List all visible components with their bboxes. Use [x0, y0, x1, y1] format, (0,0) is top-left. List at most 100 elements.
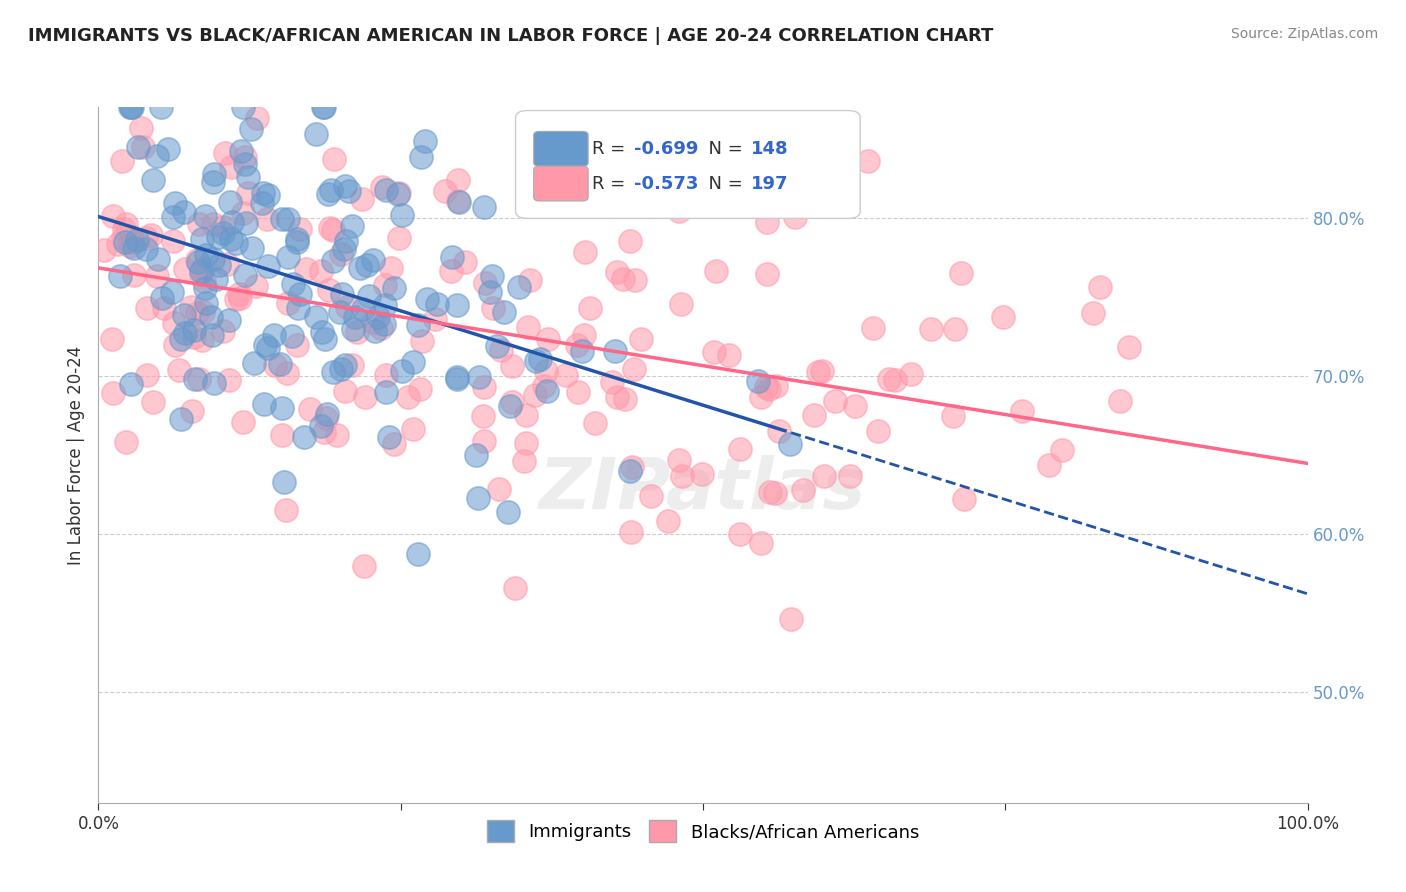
- Point: [232, 100, 254, 114]
- Point: [194, 296, 217, 310]
- Point: [257, 187, 280, 202]
- Point: [758, 382, 780, 396]
- Point: [271, 211, 294, 226]
- Point: [193, 274, 215, 288]
- Point: [280, 329, 302, 343]
- Point: [184, 372, 207, 386]
- Point: [221, 215, 243, 229]
- Point: [515, 436, 537, 450]
- Point: [135, 231, 157, 245]
- Point: [170, 412, 193, 426]
- Point: [156, 142, 179, 156]
- Point: [215, 257, 238, 271]
- Point: [440, 250, 463, 264]
- Point: [257, 259, 280, 273]
- Point: [375, 385, 398, 400]
- Point: [779, 612, 801, 626]
- Point: [416, 293, 439, 307]
- Point: [298, 401, 321, 416]
- Point: [508, 280, 530, 294]
- Point: [536, 194, 558, 209]
- Point: [555, 368, 578, 383]
- Point: [792, 483, 814, 497]
- Point: [446, 370, 468, 384]
- Point: [346, 325, 368, 339]
- Point: [862, 321, 884, 335]
- Point: [630, 332, 652, 346]
- Point: [844, 399, 866, 413]
- Point: [256, 342, 278, 356]
- Point: [136, 368, 159, 383]
- Point: [329, 362, 352, 376]
- Point: [322, 365, 344, 379]
- Point: [201, 252, 224, 266]
- Point: [340, 359, 363, 373]
- Point: [468, 369, 491, 384]
- Point: [485, 84, 508, 98]
- Point: [501, 359, 523, 373]
- Point: [536, 384, 558, 398]
- Point: [322, 254, 344, 268]
- Point: [162, 316, 184, 330]
- Point: [488, 482, 510, 496]
- Point: [1050, 443, 1073, 458]
- Point: [501, 395, 523, 409]
- Text: -0.573: -0.573: [634, 175, 699, 193]
- Point: [621, 460, 644, 475]
- Point: [779, 436, 801, 450]
- Point: [131, 140, 153, 154]
- Point: [191, 333, 214, 347]
- Point: [200, 310, 222, 324]
- Point: [423, 312, 446, 326]
- Point: [204, 271, 226, 285]
- Point: [398, 390, 420, 404]
- Point: [810, 364, 832, 378]
- Point: [330, 287, 353, 301]
- Point: [173, 309, 195, 323]
- Point: [125, 233, 148, 247]
- Point: [232, 206, 254, 220]
- Point: [571, 344, 593, 359]
- Point: [101, 210, 124, 224]
- Point: [619, 234, 641, 248]
- Point: [749, 536, 772, 550]
- Point: [120, 100, 142, 114]
- Point: [103, 386, 125, 401]
- Point: [183, 330, 205, 344]
- Point: [225, 235, 247, 250]
- Point: [124, 241, 146, 255]
- Point: [474, 277, 496, 291]
- Point: [201, 217, 224, 231]
- Point: [572, 327, 595, 342]
- Point: [232, 415, 254, 429]
- Point: [949, 266, 972, 280]
- Point: [492, 305, 515, 319]
- Point: [264, 358, 287, 372]
- Point: [93, 243, 115, 257]
- Point: [201, 327, 224, 342]
- Point: [112, 222, 135, 236]
- Point: [202, 167, 225, 181]
- Point: [326, 428, 349, 442]
- Point: [228, 286, 250, 301]
- Point: [285, 235, 308, 250]
- Point: [253, 396, 276, 410]
- Point: [690, 467, 713, 482]
- Point: [112, 231, 135, 245]
- Point: [318, 283, 340, 297]
- Point: [271, 401, 294, 415]
- Point: [361, 252, 384, 267]
- Point: [574, 245, 596, 260]
- Point: [321, 183, 343, 197]
- Point: [384, 281, 406, 295]
- Text: -0.699: -0.699: [634, 140, 699, 158]
- Text: 148: 148: [751, 140, 789, 158]
- Point: [704, 264, 727, 278]
- Point: [162, 210, 184, 224]
- Point: [668, 453, 690, 467]
- Point: [229, 144, 252, 158]
- Point: [208, 258, 231, 272]
- Point: [270, 84, 292, 98]
- Point: [446, 298, 468, 312]
- Point: [619, 464, 641, 478]
